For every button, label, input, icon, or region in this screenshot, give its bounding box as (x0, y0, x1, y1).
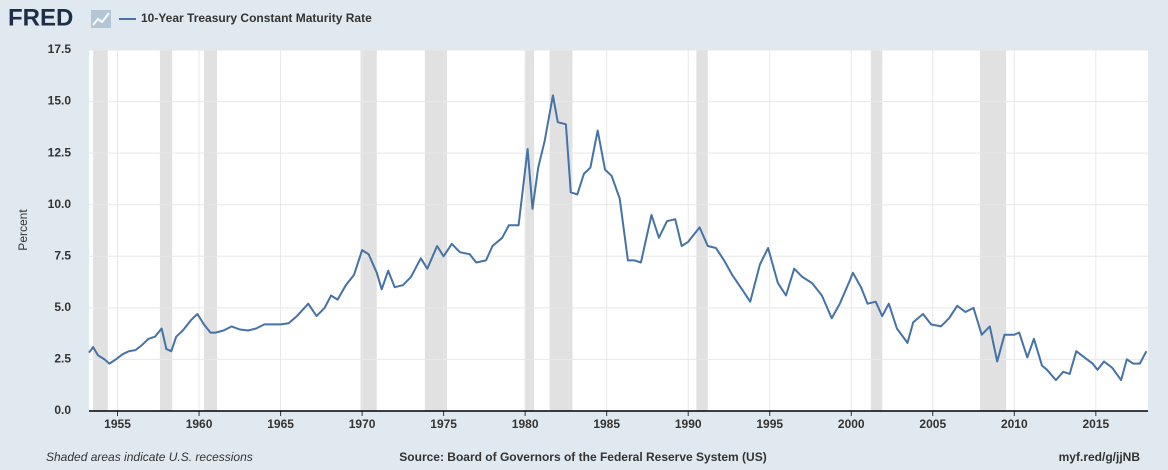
x-tick-label: 1975 (430, 417, 457, 431)
source: Source: Board of Governors of the Federa… (399, 450, 766, 464)
x-tick-label: 1965 (267, 417, 294, 431)
recession-band (696, 50, 708, 411)
x-tick-label: 2015 (1082, 417, 1109, 431)
recession-band (525, 50, 535, 411)
y-tick-label: 0.0 (54, 403, 71, 417)
y-tick-label: 12.5 (48, 145, 72, 159)
y-tick-label: 15.0 (48, 94, 72, 108)
x-tick-label: 1960 (186, 417, 213, 431)
plot-area (89, 50, 1148, 411)
y-axis-label: Percent (16, 209, 30, 251)
x-tick-label: 2010 (1001, 417, 1028, 431)
recession-band (159, 50, 173, 411)
link: myf.red/g/jjNB (1059, 450, 1141, 464)
x-tick-label: 1980 (512, 417, 539, 431)
y-tick-label: 17.5 (48, 42, 72, 56)
recession-band (93, 50, 108, 411)
x-tick-label: 1985 (593, 417, 620, 431)
recession-band (549, 50, 573, 411)
x-tick-label: 1990 (675, 417, 702, 431)
y-tick-label: 7.5 (54, 248, 71, 262)
legend-label: 10-Year Treasury Constant Maturity Rate (141, 11, 372, 25)
recession-band (424, 50, 447, 411)
x-tick-label: 2005 (919, 417, 946, 431)
recession-band (360, 50, 377, 411)
recession-band (870, 50, 883, 411)
logo: FRED (8, 4, 73, 31)
x-tick-label: 1970 (349, 417, 376, 431)
logo-icon (91, 10, 111, 28)
y-tick-label: 10.0 (48, 197, 72, 211)
footnote: Shaded areas indicate U.S. recessions (46, 450, 253, 464)
x-tick-label: 1995 (756, 417, 783, 431)
recession-band (980, 50, 1007, 411)
y-tick-label: 5.0 (54, 300, 71, 314)
x-tick-label: 1955 (104, 417, 131, 431)
y-tick-label: 2.5 (54, 352, 71, 366)
x-tick-label: 2000 (838, 417, 865, 431)
recession-band (203, 50, 217, 411)
data-line (88, 94, 1148, 382)
